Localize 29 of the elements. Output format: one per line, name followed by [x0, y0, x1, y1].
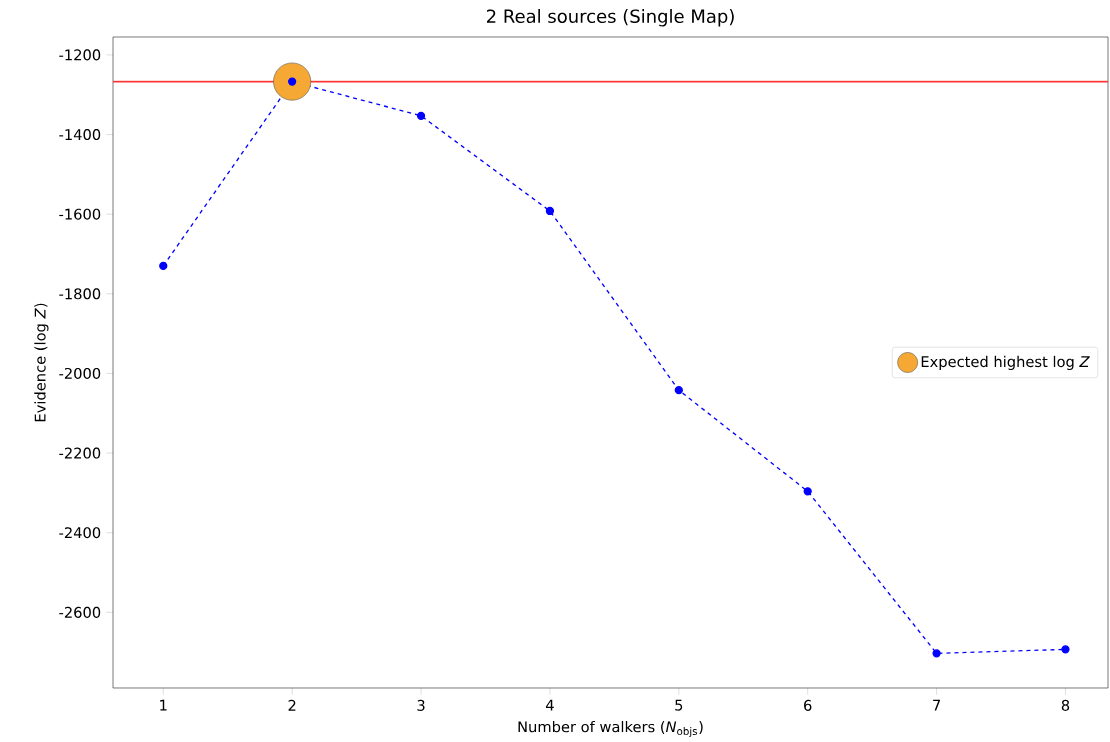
y-tick-label: -1200: [59, 49, 101, 61]
point: [545, 206, 555, 216]
point: [932, 649, 941, 658]
chart-title: 2 Real sources (Single Map): [486, 9, 734, 27]
legend-label: Expected highest log Z: [921, 355, 1090, 371]
point: [416, 111, 426, 121]
point: [1061, 645, 1070, 654]
y-tick-label: -2000: [59, 367, 101, 380]
y-tick-label: -2600: [59, 606, 101, 618]
y-tick-label: -1800: [59, 288, 101, 300]
x-tick-label: 8: [1061, 699, 1070, 711]
x-axis-title: Number of walkers (N$_{objs}$): [518, 721, 703, 738]
point: [674, 386, 683, 395]
y-axis-title: Evidence (log Z): [34, 303, 49, 422]
x-tick-label: 5: [675, 699, 683, 711]
x-tick-label: 1: [160, 699, 167, 711]
point: [273, 62, 312, 101]
y-tick-label: -2400: [59, 527, 101, 539]
point: [803, 487, 812, 496]
y-tick-label: -2200: [59, 447, 101, 459]
x-tick-label: 7: [933, 699, 940, 711]
y-tick-label: -1600: [59, 208, 101, 220]
point: [159, 261, 168, 271]
y-tick-label: -1400: [59, 129, 101, 141]
x-tick-label: 3: [417, 699, 425, 711]
x-tick-label: 4: [545, 699, 554, 711]
x-tick-label: 2: [288, 699, 296, 711]
point: [288, 77, 297, 86]
x-tick-label: 6: [804, 699, 812, 711]
